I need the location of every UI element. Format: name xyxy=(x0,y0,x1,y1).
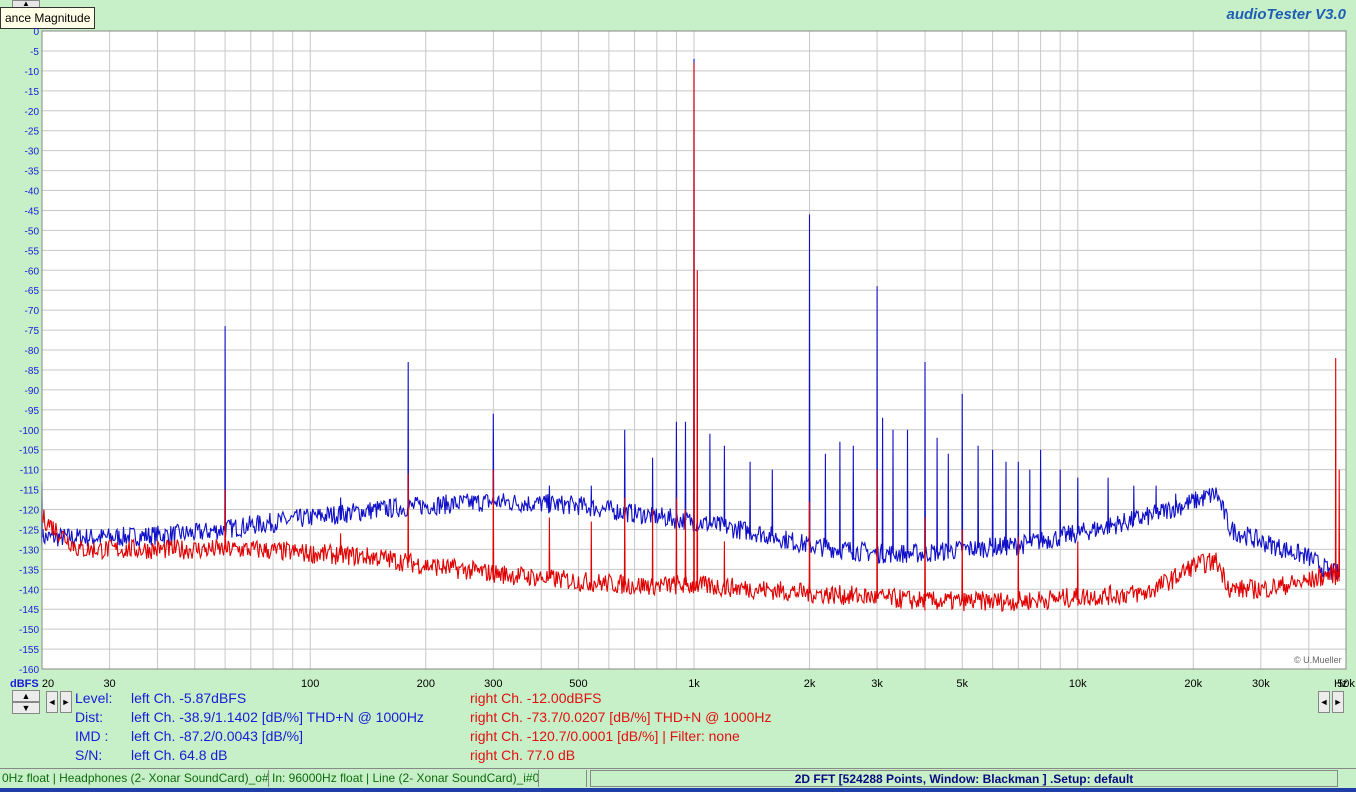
y-tick-label: -70 xyxy=(25,306,40,317)
y-tick-label: -20 xyxy=(25,107,40,118)
x-tick-label: 10k xyxy=(1069,678,1087,690)
x-tick-label: 100 xyxy=(301,678,319,690)
y-tick-label: -85 xyxy=(25,366,40,377)
dist-label: Dist: xyxy=(75,709,103,725)
y-tick-label: -105 xyxy=(19,446,39,457)
x-tick-label: 2k xyxy=(804,678,816,690)
y-tick-label: -15 xyxy=(25,87,40,98)
y-tick-label: -60 xyxy=(25,266,40,277)
scroll-left-button[interactable]: ◄ xyxy=(46,691,58,713)
y-tick-label: -65 xyxy=(25,286,40,297)
x-tick-label: 5k xyxy=(956,678,968,690)
x-tick-label: 30 xyxy=(103,678,115,690)
y-tick-label: 0 xyxy=(33,27,39,38)
zoom-left-button[interactable]: ◄ xyxy=(1318,691,1330,713)
y-tick-label: -35 xyxy=(25,167,40,178)
tooltip: ance Magnitude xyxy=(0,7,96,29)
y-tick-label: -55 xyxy=(25,246,40,257)
imd-label: IMD : xyxy=(75,728,109,744)
y-tick-label: -145 xyxy=(19,605,39,616)
x-axis-unit: Hz xyxy=(1334,678,1347,690)
sn-left: left Ch. 64.8 dB xyxy=(131,747,228,763)
x-tick-label: 3k xyxy=(871,678,883,690)
fft-chart: 0 -5 -10 -15 -20 -25 -30 -35 -40 -45 -50 -55 -60 -65 -… xyxy=(10,27,1355,690)
y-tick-label: -80 xyxy=(25,346,40,357)
level-right: right Ch. -12.00dBFS xyxy=(470,690,602,706)
y-tick-label: -10 xyxy=(25,67,40,78)
level-left: left Ch. -5.87dBFS xyxy=(131,690,247,706)
y-tick-label: -140 xyxy=(19,585,39,596)
y-tick-label: -115 xyxy=(20,486,40,497)
imd-left: left Ch. -87.2/0.0043 [dB/%] xyxy=(131,728,303,744)
level-label: Level: xyxy=(75,690,113,706)
y-tick-label: -155 xyxy=(19,645,39,656)
series-left-channel xyxy=(41,58,1340,582)
status-blank xyxy=(540,770,587,787)
app-title: audioTester V3.0 xyxy=(1226,6,1347,23)
status-output: 0Hz float | Headphones (2- Xonar SoundCa… xyxy=(2,770,269,787)
y-tick-label: -95 xyxy=(25,406,40,417)
x-tick-label: 30k xyxy=(1252,678,1270,690)
spin-up-button[interactable]: ▲ xyxy=(12,690,40,702)
y-tick-label: -75 xyxy=(25,326,40,337)
y-tick-label: -40 xyxy=(25,187,40,198)
taskbar-strip xyxy=(0,788,1356,792)
x-tick-label: 50k xyxy=(1337,678,1355,690)
status-input: In: 96000Hz float | Line (2- Xonar Sound… xyxy=(272,770,539,787)
copyright-text: © U.Mueller xyxy=(1294,655,1342,665)
imd-right: right Ch. -120.7/0.0001 [dB/%] | Filter:… xyxy=(470,728,740,744)
y-tick-label: -135 xyxy=(19,565,39,576)
y-tick-label: -25 xyxy=(25,127,40,138)
zoom-right-button[interactable]: ► xyxy=(1332,691,1344,713)
dist-right: right Ch. -73.7/0.0207 [dB/%] THD+N @ 10… xyxy=(470,709,772,725)
scroll-right-button[interactable]: ► xyxy=(60,691,72,713)
x-tick-label: 20k xyxy=(1184,678,1202,690)
dist-left: left Ch. -38.9/1.1402 [dB/%] THD+N @ 100… xyxy=(131,709,424,725)
y-tick-label: -160 xyxy=(19,665,39,676)
x-tick-label: 500 xyxy=(569,678,587,690)
sn-right: right Ch. 77.0 dB xyxy=(470,747,576,763)
y-tick-label: -100 xyxy=(19,426,39,437)
y-tick-label: -5 xyxy=(30,47,39,58)
y-tick-label: -120 xyxy=(19,506,39,517)
series-right-channel xyxy=(41,62,1341,613)
x-tick-label: 20 xyxy=(42,678,54,690)
y-tick-label: -90 xyxy=(25,386,40,397)
sn-label: S/N: xyxy=(75,747,103,763)
x-tick-label: 200 xyxy=(417,678,435,690)
y-tick-label: -45 xyxy=(25,206,40,217)
x-tick-label: 300 xyxy=(484,678,502,690)
status-bar: 0Hz float | Headphones (2- Xonar SoundCa… xyxy=(0,768,1356,789)
status-fft: 2D FFT [524288 Points, Window: Blackman … xyxy=(590,770,1338,787)
y-axis-label: dBFS xyxy=(10,678,39,690)
y-tick-label: -50 xyxy=(25,226,40,237)
y-tick-label: -150 xyxy=(19,625,39,636)
y-tick-label: -130 xyxy=(19,545,39,556)
y-tick-label: -30 xyxy=(25,147,40,158)
y-tick-label: -125 xyxy=(19,525,39,536)
plot-frame xyxy=(41,30,1347,670)
x-tick-label: 1k xyxy=(688,678,700,690)
y-tick-label: -110 xyxy=(20,466,40,477)
spin-down-button[interactable]: ▼ xyxy=(12,702,40,714)
